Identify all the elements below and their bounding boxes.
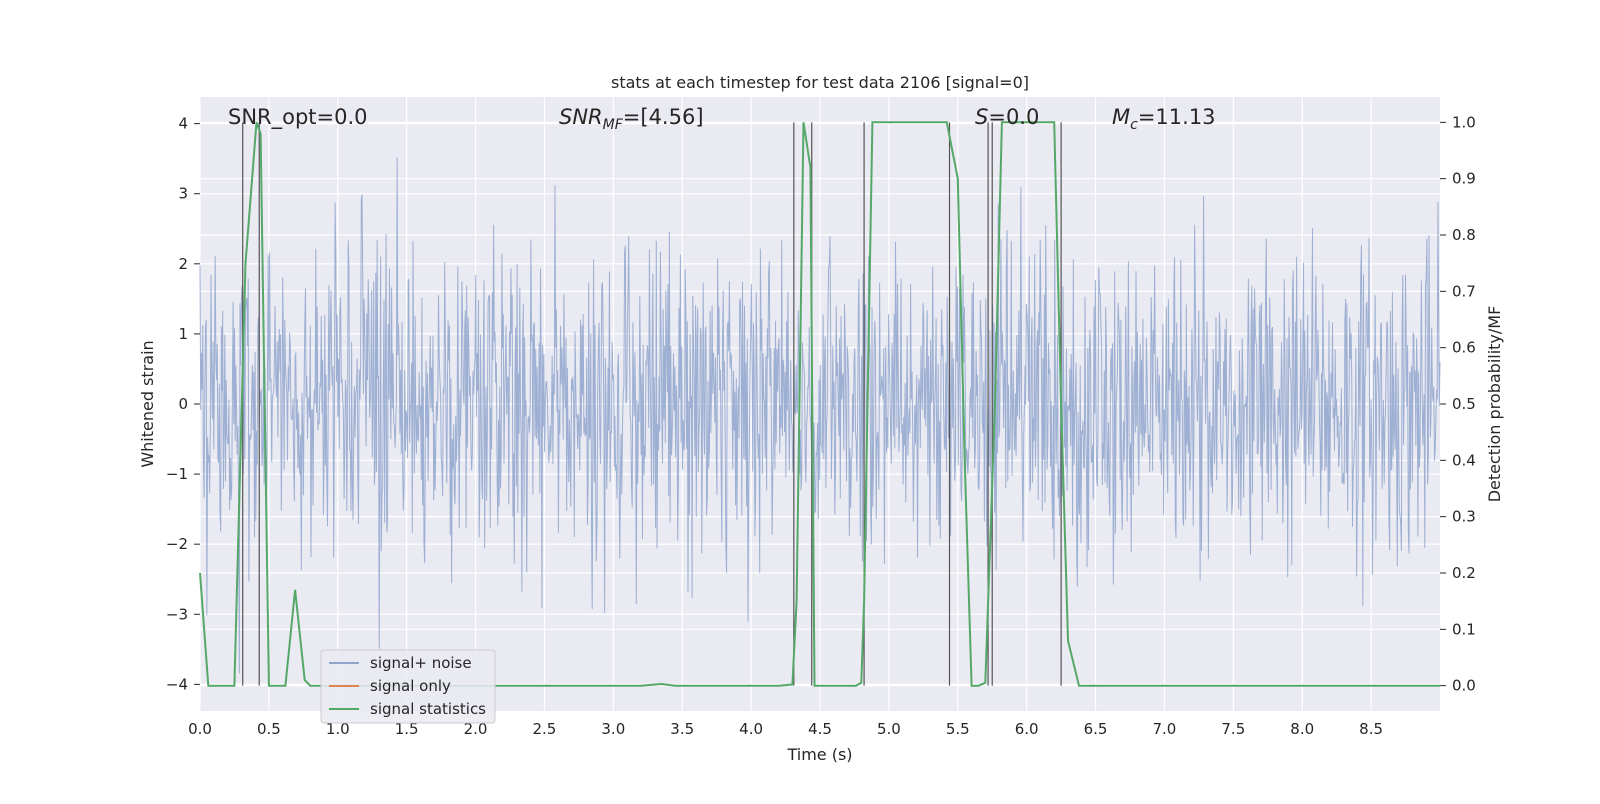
y-right-tick-label: 0.2	[1452, 564, 1476, 582]
legend-box	[320, 649, 496, 724]
y-right-tick-label: 0.7	[1452, 282, 1476, 300]
noise-layer	[199, 157, 1441, 674]
x-tick-label: 3.0	[601, 720, 625, 738]
legend-label-signal-only: signal only	[370, 677, 451, 695]
x-axis-label: Time (s)	[786, 745, 852, 764]
snr-mf-main: SNR	[559, 105, 603, 129]
y-right-tick-label: 0.0	[1452, 677, 1476, 695]
x-tick-label: 6.0	[1015, 720, 1039, 738]
x-tick-label: 7.0	[1153, 720, 1177, 738]
y-right-tick-label: 0.8	[1452, 226, 1476, 244]
x-tick-label: 8.5	[1359, 720, 1383, 738]
annotation-mc: Mc=11.13	[1112, 105, 1216, 133]
s-symbol: S	[975, 105, 988, 129]
y-right-tick-label: 0.1	[1452, 620, 1476, 638]
x-tick-label: 0.5	[257, 720, 281, 738]
y-left-tick-label: 0	[178, 395, 188, 413]
mc-value: =11.13	[1138, 105, 1216, 129]
x-tick-label: 4.0	[739, 720, 763, 738]
y-left-tick-label: −1	[166, 465, 188, 483]
x-tick-label: 8.0	[1290, 720, 1314, 738]
x-tick-label: 1.0	[326, 720, 350, 738]
y-left-axis-label: Whitened strain	[138, 340, 157, 467]
y-left-tick-label: 3	[178, 185, 188, 203]
y-left-tick-label: −4	[166, 675, 188, 693]
legend: signal+ noise signal only signal statist…	[320, 649, 496, 724]
x-tick-label: 5.0	[877, 720, 901, 738]
snr-mf-value: =[4.56]	[623, 105, 704, 129]
y-right-tick-labels: 1.0 0.9 0.8 0.7 0.6 0.5 0.4 0.3 0.2 0.1 0.0	[1440, 113, 1476, 695]
x-tick-label: 0.0	[188, 720, 212, 738]
snr-mf-sub: MF	[603, 117, 624, 133]
y-left-tick-label: −2	[166, 535, 188, 553]
mc-sub: c	[1130, 117, 1138, 133]
x-tick-label: 2.5	[533, 720, 557, 738]
y-left-tick-label: −3	[166, 605, 188, 623]
mc-symbol: M	[1112, 105, 1130, 129]
y-right-tick-label: 0.6	[1452, 339, 1476, 357]
x-tick-label: 4.5	[808, 720, 832, 738]
x-tick-label: 1.5	[395, 720, 419, 738]
x-tick-label: 5.5	[946, 720, 970, 738]
x-tick-label: 3.5	[670, 720, 694, 738]
y-right-tick-label: 1.0	[1452, 113, 1476, 131]
y-right-tick-label: 0.3	[1452, 508, 1476, 526]
y-right-tick-label: 0.9	[1452, 170, 1476, 188]
s-value: =0.0	[988, 105, 1039, 129]
x-tick-labels: 0.0 0.5 1.0 1.5 2.0 2.5 3.0 3.5 4.0 4.5 5.0 5.5 6.0 6…	[188, 720, 1383, 738]
signal-statistics-line	[199, 121, 1440, 687]
signal-noise-line	[199, 157, 1441, 674]
y-right-tick-label: 0.5	[1452, 395, 1476, 413]
annotation-snr-opt: SNR_opt=0.0	[228, 105, 368, 130]
chart-title: stats at each timestep for test data 210…	[611, 73, 1029, 92]
y-right-axis-label: Detection probability/MF	[1485, 306, 1504, 503]
legend-label-noise: signal+ noise	[370, 654, 472, 672]
y-left-tick-label: 4	[178, 115, 188, 133]
annotation-s: S=0.0	[975, 105, 1039, 129]
y-left-tick-labels: 4 3 2 1 0 −1 −2 −3 −4	[166, 115, 200, 693]
legend-label-statistics: signal statistics	[370, 700, 486, 718]
x-tick-label: 2.0	[464, 720, 488, 738]
annotation-snr-mf: SNRMF=[4.56]	[559, 105, 704, 133]
x-tick-label: 7.5	[1221, 720, 1245, 738]
y-left-tick-label: 2	[178, 255, 188, 273]
y-right-tick-label: 0.4	[1452, 451, 1476, 469]
y-left-tick-label: 1	[178, 325, 188, 343]
x-tick-label: 6.5	[1084, 720, 1108, 738]
